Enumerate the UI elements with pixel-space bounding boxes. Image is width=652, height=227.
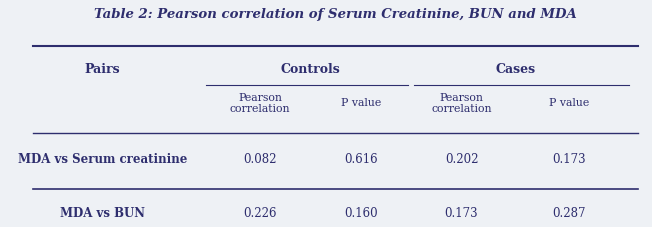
Text: P value: P value [340, 99, 381, 109]
Text: 0.616: 0.616 [344, 153, 378, 166]
Text: Cases: Cases [495, 63, 535, 76]
Text: 0.202: 0.202 [445, 153, 479, 166]
Text: Controls: Controls [280, 63, 340, 76]
Text: 0.226: 0.226 [243, 207, 276, 220]
Text: Pearson
correlation: Pearson correlation [230, 93, 290, 114]
Text: MDA vs BUN: MDA vs BUN [60, 207, 145, 220]
Text: MDA vs Serum creatinine: MDA vs Serum creatinine [18, 153, 187, 166]
Text: Pearson
correlation: Pearson correlation [431, 93, 492, 114]
Text: Pairs: Pairs [85, 63, 120, 76]
Text: 0.082: 0.082 [243, 153, 276, 166]
Text: 0.173: 0.173 [552, 153, 585, 166]
Text: 0.287: 0.287 [552, 207, 585, 220]
Text: 0.173: 0.173 [445, 207, 479, 220]
Text: P value: P value [548, 99, 589, 109]
Text: 0.160: 0.160 [344, 207, 378, 220]
Text: Table 2: Pearson correlation of Serum Creatinine, BUN and MDA: Table 2: Pearson correlation of Serum Cr… [94, 8, 577, 21]
